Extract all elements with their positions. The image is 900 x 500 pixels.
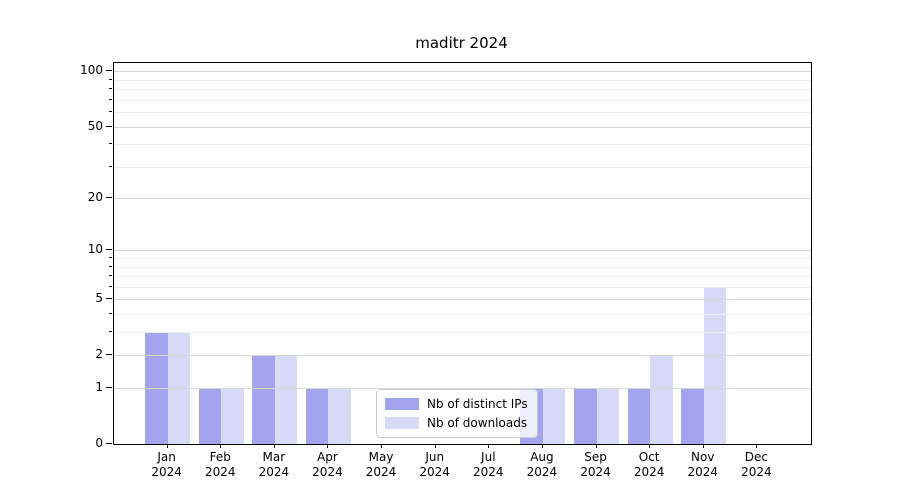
x-tick-feb <box>220 444 222 448</box>
minor-gridline-4 <box>114 314 811 316</box>
y-tick-1 <box>106 387 112 389</box>
bar-nb-of-downloads-oct <box>650 355 673 444</box>
minor-gridline-3 <box>114 332 811 334</box>
y-minor-tick-9 <box>109 257 112 259</box>
y-tick-0 <box>106 443 112 444</box>
y-tick-2 <box>106 354 112 356</box>
major-gridline-5 <box>114 299 811 301</box>
minor-gridline-7 <box>114 276 811 278</box>
plot-area: Nb of distinct IPs Nb of downloads <box>113 62 812 445</box>
major-gridline-2 <box>114 355 811 357</box>
bar-nb-of-distinct-ips-oct <box>627 388 651 444</box>
x-tick-may <box>381 444 383 448</box>
minor-gridline-30 <box>114 166 811 168</box>
x-tick-sep <box>595 444 597 448</box>
y-minor-tick-60 <box>109 111 112 113</box>
bar-nb-of-distinct-ips-feb <box>198 388 222 444</box>
y-tick-10 <box>106 249 112 251</box>
bar-nb-of-downloads-aug <box>542 388 566 444</box>
x-tick-label-aug: Aug 2024 <box>526 450 558 479</box>
y-tick-label-100: 100 <box>80 63 103 78</box>
legend-item-downloads: Nb of downloads <box>385 416 528 430</box>
major-gridline-100 <box>114 71 811 73</box>
grid-layer <box>114 63 811 444</box>
major-gridline-20 <box>114 198 811 200</box>
y-minor-tick-3 <box>109 331 112 333</box>
x-tick-jan <box>166 444 168 448</box>
x-tick-jul <box>488 444 490 448</box>
y-minor-tick-90 <box>109 78 112 80</box>
major-gridline-50 <box>114 126 811 128</box>
bar-nb-of-downloads-feb <box>221 388 244 444</box>
y-minor-tick-6 <box>109 285 112 287</box>
y-tick-label-20: 20 <box>87 190 103 205</box>
y-tick-label-10: 10 <box>87 242 103 257</box>
y-minor-tick-70 <box>109 98 112 100</box>
y-tick-label-0: 0 <box>95 436 103 450</box>
x-tick-label-feb: Feb 2024 <box>204 450 236 479</box>
minor-gridline-60 <box>114 112 811 114</box>
minor-gridline-8 <box>114 266 811 268</box>
legend-swatch-distinct-ips <box>385 398 419 410</box>
x-tick-label-jul: Jul 2024 <box>473 450 504 479</box>
x-tick-label-may: May 2024 <box>365 450 397 479</box>
bar-nb-of-distinct-ips-jan <box>145 332 168 444</box>
bar-nb-of-downloads-nov <box>703 286 727 444</box>
x-tick-label-mar: Mar 2024 <box>258 450 290 479</box>
chart-title: maditr 2024 <box>415 34 508 52</box>
x-tick-aug <box>541 444 543 448</box>
y-tick-100 <box>106 70 112 72</box>
x-tick-label-sep: Sep 2024 <box>580 450 611 479</box>
x-tick-label-jun: Jun 2024 <box>419 450 450 479</box>
minor-gridline-6 <box>114 286 811 288</box>
major-gridline-10 <box>114 250 811 252</box>
y-tick-5 <box>106 298 112 300</box>
y-tick-label-1: 1 <box>95 380 103 395</box>
x-tick-label-oct: Oct 2024 <box>633 450 665 479</box>
bar-nb-of-distinct-ips-apr <box>305 388 329 444</box>
x-tick-apr <box>327 444 329 448</box>
bar-nb-of-distinct-ips-sep <box>574 388 597 444</box>
legend-label-distinct-ips: Nb of distinct IPs <box>427 397 528 411</box>
y-tick-label-5: 5 <box>95 291 103 306</box>
minor-gridline-90 <box>114 79 811 81</box>
y-minor-tick-8 <box>109 265 112 267</box>
x-tick-label-nov: Nov 2024 <box>687 450 719 479</box>
x-tick-label-jan: Jan 2024 <box>151 450 182 479</box>
minor-gridline-80 <box>114 89 811 91</box>
bar-nb-of-downloads-jan <box>167 332 191 444</box>
bar-nb-of-downloads-mar <box>274 355 298 444</box>
bars-layer <box>114 63 811 444</box>
x-tick-jun <box>434 444 436 448</box>
minor-gridline-70 <box>114 99 811 101</box>
x-tick-oct <box>649 444 651 448</box>
x-tick-mar <box>273 444 275 448</box>
legend: Nb of distinct IPs Nb of downloads <box>376 389 538 438</box>
y-minor-tick-80 <box>109 88 112 90</box>
x-tick-label-apr: Apr 2024 <box>312 450 343 479</box>
y-tick-20 <box>106 197 112 199</box>
y-tick-50 <box>106 125 112 127</box>
y-minor-tick-4 <box>109 313 112 315</box>
y-tick-label-2: 2 <box>95 347 103 362</box>
y-minor-tick-7 <box>109 275 112 277</box>
bar-nb-of-downloads-sep <box>596 388 620 444</box>
bar-nb-of-downloads-apr <box>328 388 351 444</box>
bar-nb-of-distinct-ips-nov <box>681 388 704 444</box>
legend-label-downloads: Nb of downloads <box>427 416 528 430</box>
y-tick-label-50: 50 <box>87 118 103 133</box>
minor-gridline-9 <box>114 258 811 260</box>
x-tick-label-dec: Dec 2024 <box>741 450 772 479</box>
x-tick-dec <box>756 444 758 448</box>
legend-swatch-downloads <box>385 417 419 429</box>
bar-nb-of-distinct-ips-mar <box>252 355 275 444</box>
legend-item-distinct-ips: Nb of distinct IPs <box>385 397 528 411</box>
y-minor-tick-40 <box>109 143 112 145</box>
minor-gridline-40 <box>114 144 811 146</box>
y-minor-tick-30 <box>109 165 112 167</box>
x-tick-nov <box>702 444 704 448</box>
